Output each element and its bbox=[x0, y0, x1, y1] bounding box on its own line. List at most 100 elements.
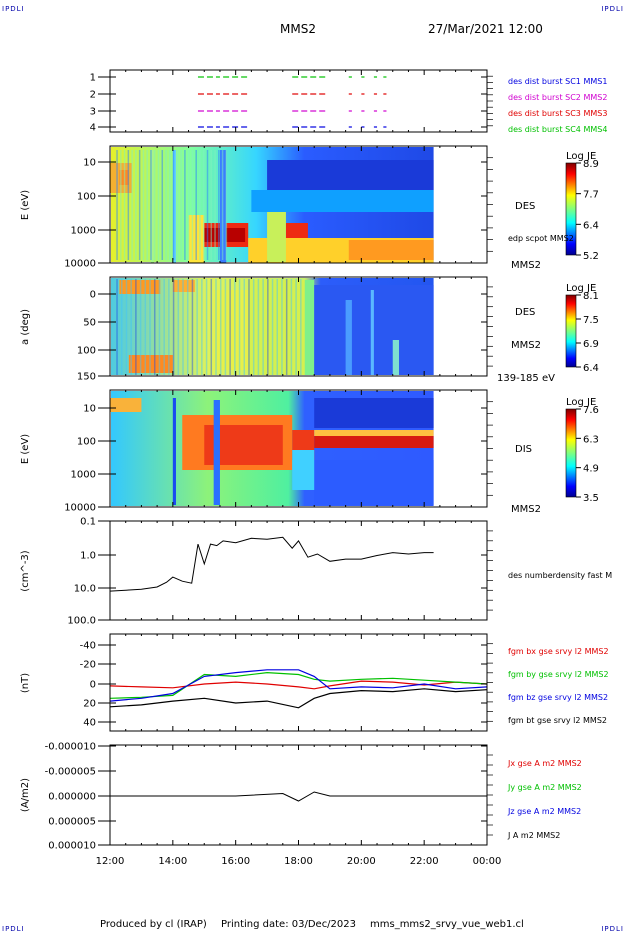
heatmap-band bbox=[267, 160, 434, 190]
y-tick-label: 1000 bbox=[71, 470, 96, 481]
heatmap-streak bbox=[218, 150, 220, 260]
colorbar-tick-label: 6.4 bbox=[583, 220, 599, 231]
panel-frame bbox=[109, 744, 488, 846]
y-tick-label: -40 bbox=[80, 641, 96, 652]
heatmap-streak bbox=[262, 279, 264, 375]
heatmap-streak bbox=[281, 279, 283, 375]
heatmap-streak bbox=[146, 150, 148, 260]
y-axis-label: (A/m2) bbox=[20, 778, 31, 812]
heatmap-streak bbox=[229, 279, 231, 375]
heatmap-streak bbox=[177, 279, 180, 375]
density-legend-label: des numberdensity fast M bbox=[508, 571, 612, 580]
current-legend-label: Jy gse A m2 MMS2 bbox=[507, 783, 582, 792]
y-tick-label: 4 bbox=[90, 123, 96, 134]
y-tick-label: 150 bbox=[77, 372, 96, 383]
heatmap-band bbox=[172, 280, 195, 292]
heatmap-streak bbox=[210, 150, 213, 260]
y-tick-label: 10000 bbox=[64, 503, 96, 514]
y-tick-label: 100 bbox=[77, 192, 96, 203]
corner-label-bl: IPDLI bbox=[2, 925, 25, 933]
heatmap-band bbox=[213, 400, 220, 505]
heatmap-band bbox=[172, 398, 176, 505]
colorbar-tick-label: 6.3 bbox=[583, 434, 599, 445]
heatmap-streak bbox=[187, 150, 190, 260]
heatmap-band bbox=[392, 340, 400, 375]
heatmap-streak bbox=[300, 279, 302, 375]
footer-producer: Produced by cl (IRAP) bbox=[100, 919, 207, 930]
heatmap-band bbox=[314, 285, 434, 375]
heatmap-band bbox=[304, 280, 315, 375]
density-line bbox=[109, 536, 434, 592]
bfield-legend-label: fgm bt gse srvy l2 MMS2 bbox=[508, 716, 607, 725]
colorbar-tick-label: 6.9 bbox=[583, 339, 599, 350]
heatmap-streak bbox=[149, 279, 151, 375]
burst-legend-label: des dist burst SC4 MMS4 bbox=[508, 125, 607, 134]
des-label: DES bbox=[515, 201, 535, 212]
heatmap-band bbox=[267, 212, 286, 262]
heatmap-streak bbox=[142, 150, 145, 260]
heatmap-band bbox=[119, 280, 161, 294]
time-tick-label: 18:00 bbox=[284, 856, 313, 867]
y-tick-label: 10.0 bbox=[74, 584, 96, 595]
heatmap-streak bbox=[234, 279, 236, 375]
heatmap-streak bbox=[138, 150, 141, 260]
heatmap-streak bbox=[205, 279, 208, 375]
heatmap-band bbox=[128, 355, 173, 373]
heatmap-streak bbox=[123, 150, 126, 260]
y-tick-label: 50 bbox=[83, 318, 96, 329]
heatmap-streak bbox=[267, 279, 269, 375]
axes-layer bbox=[98, 69, 581, 846]
heatmap-streak bbox=[199, 150, 201, 260]
heatmap-streak bbox=[224, 279, 227, 375]
y-tick-label: -20 bbox=[80, 660, 96, 671]
y-tick-label: 100 bbox=[77, 346, 96, 357]
heatmap-streak bbox=[168, 279, 170, 375]
datetime-title: 27/Mar/2021 12:00 bbox=[428, 22, 543, 36]
burst-legend-label: des dist burst SC1 MMS1 bbox=[508, 77, 607, 86]
heatmap-streak bbox=[125, 279, 128, 375]
heatmap-streak bbox=[248, 279, 250, 375]
bfield-line bbox=[109, 671, 488, 699]
heatmap-streak bbox=[157, 150, 160, 260]
y-tick-label: 10 bbox=[83, 158, 96, 169]
y-tick-label: -0.000005 bbox=[45, 767, 96, 778]
des-pitch-label: DES bbox=[515, 307, 535, 318]
time-tick-label: 20:00 bbox=[347, 856, 376, 867]
energy-range-label: 139-185 eV bbox=[497, 373, 555, 384]
current-line bbox=[110, 791, 487, 802]
heatmap-band bbox=[248, 280, 305, 375]
heatmap-streak bbox=[158, 279, 161, 375]
y-axis-label: a (deg) bbox=[20, 309, 31, 345]
bfield-line bbox=[109, 688, 488, 709]
colorbar-tick-label: 4.9 bbox=[583, 464, 599, 475]
y-tick-label: 0.000000 bbox=[48, 792, 96, 803]
y-axis-label: (cm^-3) bbox=[20, 550, 31, 591]
heatmap-streak bbox=[191, 279, 194, 375]
heatmap-streak bbox=[221, 150, 224, 260]
des-spacecraft-label: MMS2 bbox=[511, 260, 541, 271]
heatmap-streak bbox=[163, 279, 165, 375]
y-tick-label: 3 bbox=[90, 107, 96, 118]
y-tick-label: -0.000010 bbox=[45, 742, 96, 753]
heatmap-streak bbox=[184, 150, 186, 260]
y-tick-label: 1 bbox=[90, 73, 96, 84]
colorbar bbox=[565, 408, 577, 498]
y-tick-label: 0.000010 bbox=[48, 841, 96, 852]
heatmap-band bbox=[172, 150, 176, 263]
colorbar bbox=[565, 294, 577, 368]
burst-legend-label: des dist burst SC2 MMS2 bbox=[508, 93, 607, 102]
heatmap-streak bbox=[210, 279, 213, 375]
colorbar-tick-label: 6.4 bbox=[583, 363, 599, 374]
dis-label: DIS bbox=[515, 444, 532, 455]
heatmap-streak bbox=[131, 150, 133, 260]
heatmap-streak bbox=[176, 150, 179, 260]
heatmap-streak bbox=[206, 150, 209, 260]
y-axis-label: E (eV) bbox=[20, 434, 31, 464]
heatmap-streak bbox=[127, 150, 130, 260]
heatmap-band bbox=[345, 300, 352, 375]
heatmap-streak bbox=[153, 150, 156, 260]
y-tick-label: 0.1 bbox=[80, 517, 96, 528]
pitch-spacecraft-label: MMS2 bbox=[511, 340, 541, 351]
heatmap-band bbox=[292, 450, 315, 490]
